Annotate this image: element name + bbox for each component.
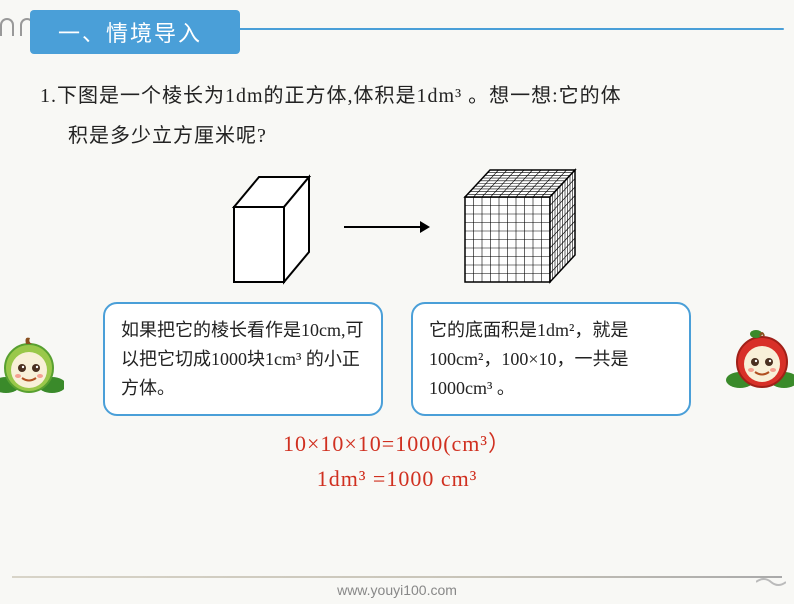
calc-line-2: 1dm³ =1000 cm³ — [40, 466, 754, 492]
left-bubble: 如果把它的棱长看作是10cm,可以把它切成1000块1cm³ 的小正方体。 — [103, 302, 383, 416]
question-line-1: 1.下图是一个棱长为1dm的正方体,体积是1dm³ 。想一想:它的体 — [40, 76, 754, 116]
calc-line-1: 10×10×10=1000(cm³） — [40, 426, 754, 458]
footer-divider — [12, 576, 782, 578]
cube-outline-icon — [214, 167, 324, 287]
right-bubble: 它的底面积是1dm²，就是100cm²，100×10，一共是1000cm³ 。 — [411, 302, 691, 416]
speech-bubbles: 如果把它的棱长看作是10cm,可以把它切成1000块1cm³ 的小正方体。 它的… — [40, 302, 754, 416]
section-tab: 一、情境导入 — [30, 10, 240, 54]
header-divider — [230, 28, 784, 30]
cube-grid-icon — [450, 162, 580, 292]
mascot-right-icon — [726, 324, 794, 396]
figure-row — [40, 162, 754, 292]
content-area: 1.下图是一个棱长为1dm的正方体,体积是1dm³ 。想一想:它的体 积是多少立… — [0, 58, 794, 492]
header: 一、情境导入 — [0, 8, 794, 58]
question-line-2: 积是多少立方厘米呢? — [40, 116, 754, 156]
arrow-icon — [342, 217, 432, 237]
question-text: 1.下图是一个棱长为1dm的正方体,体积是1dm³ 。想一想:它的体 积是多少立… — [40, 76, 754, 156]
mascot-left-icon — [0, 330, 64, 400]
calculation: 10×10×10=1000(cm³） 1dm³ =1000 cm³ — [40, 426, 754, 492]
